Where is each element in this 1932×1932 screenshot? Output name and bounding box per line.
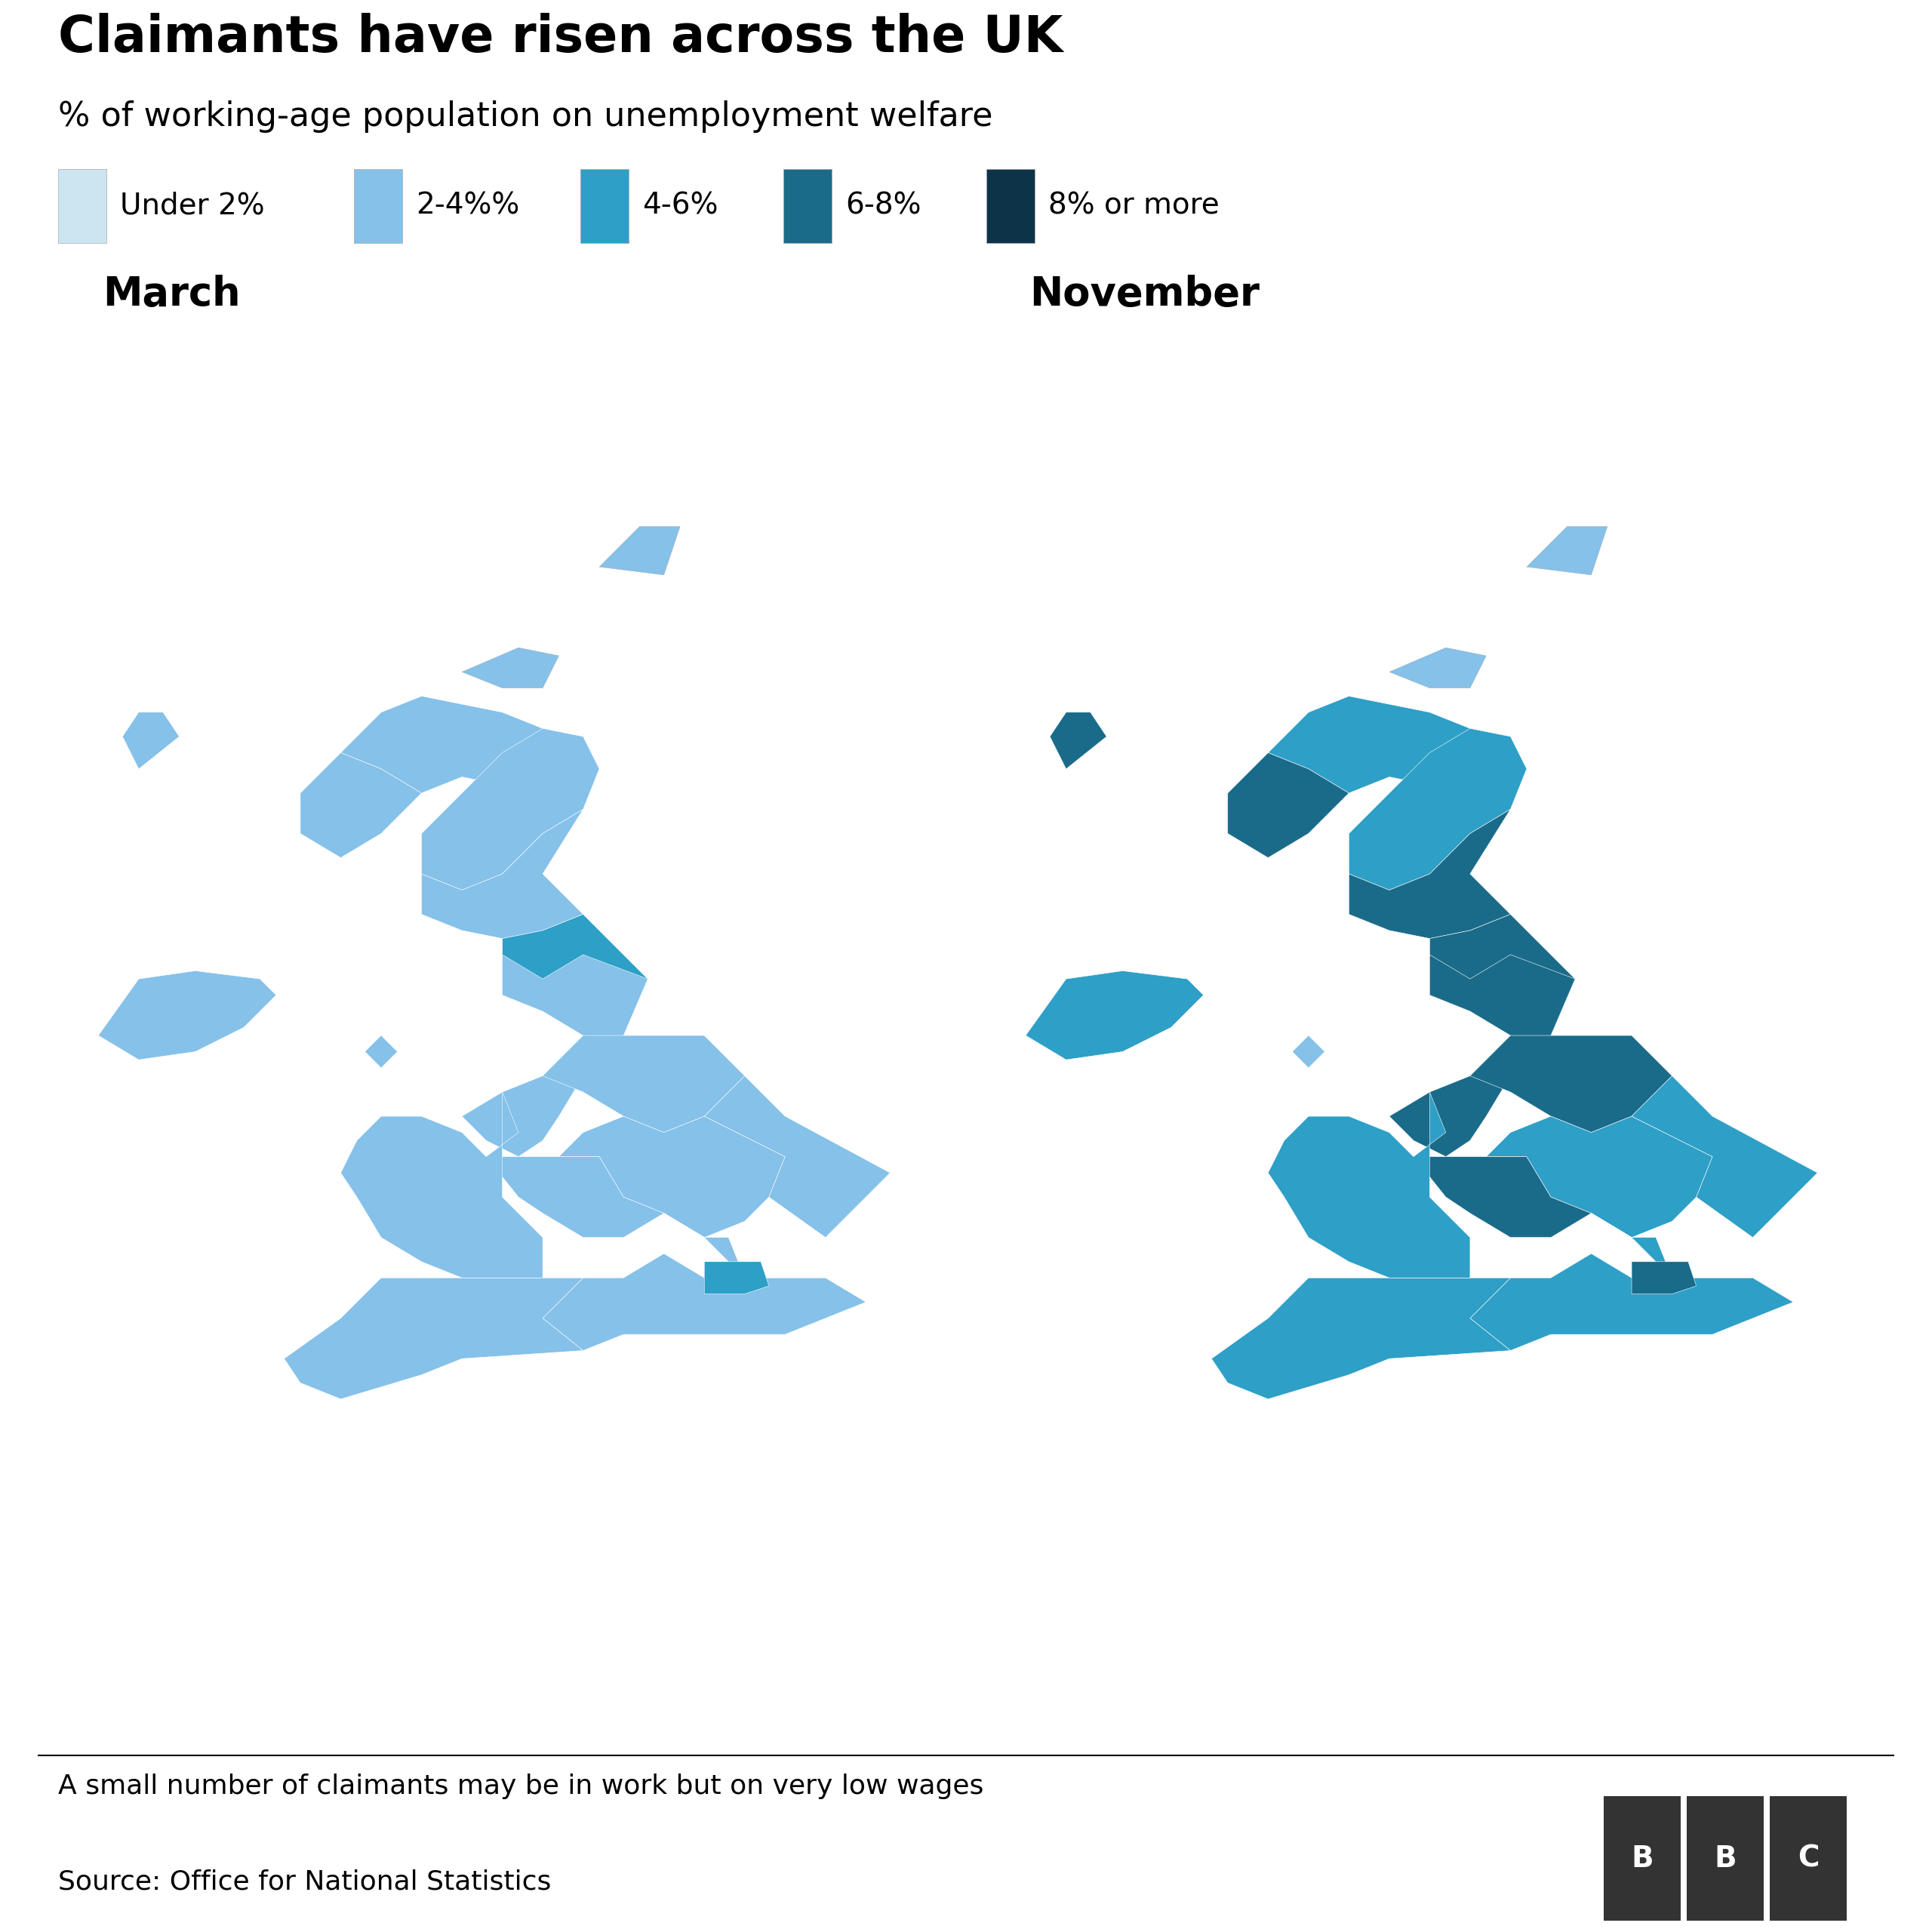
Text: 8% or more: 8% or more [1049, 191, 1219, 220]
Polygon shape [1470, 1036, 1671, 1132]
Polygon shape [502, 914, 647, 1036]
Polygon shape [1633, 1262, 1696, 1294]
Polygon shape [421, 728, 599, 891]
FancyBboxPatch shape [987, 168, 1036, 243]
Text: 6-8%: 6-8% [846, 191, 922, 220]
Polygon shape [1526, 527, 1607, 576]
Polygon shape [340, 696, 599, 794]
Polygon shape [543, 1213, 866, 1350]
Text: Under 2%: Under 2% [120, 191, 265, 220]
FancyBboxPatch shape [58, 168, 106, 243]
Polygon shape [1026, 972, 1204, 1061]
Text: C: C [1797, 1843, 1820, 1872]
Polygon shape [421, 810, 583, 939]
Bar [1770, 1797, 1847, 1920]
Polygon shape [1470, 1213, 1793, 1350]
Polygon shape [1414, 1157, 1592, 1238]
Polygon shape [1293, 1036, 1325, 1068]
Text: A small number of claimants may be in work but on very low wages: A small number of claimants may be in wo… [58, 1774, 983, 1799]
Text: Source: Office for National Statistics: Source: Office for National Statistics [58, 1868, 551, 1893]
Polygon shape [1211, 1277, 1511, 1399]
Polygon shape [1389, 647, 1486, 688]
Polygon shape [1633, 1076, 1818, 1238]
Polygon shape [340, 1092, 543, 1277]
Text: B: B [1714, 1843, 1737, 1872]
Polygon shape [1227, 753, 1349, 858]
FancyBboxPatch shape [580, 168, 628, 243]
Text: 2-4%%: 2-4%% [415, 191, 520, 220]
Text: March: March [102, 274, 240, 313]
Polygon shape [462, 647, 558, 688]
Polygon shape [599, 527, 680, 576]
Polygon shape [1267, 1092, 1470, 1277]
Polygon shape [1349, 728, 1526, 891]
Polygon shape [99, 972, 276, 1061]
Text: % of working-age population on unemployment welfare: % of working-age population on unemploym… [58, 100, 993, 133]
Polygon shape [365, 1036, 398, 1068]
Polygon shape [705, 1262, 769, 1294]
Polygon shape [1389, 954, 1575, 1157]
FancyBboxPatch shape [354, 168, 402, 243]
Text: Claimants have risen across the UK: Claimants have risen across the UK [58, 14, 1063, 64]
Polygon shape [558, 1117, 784, 1238]
Polygon shape [122, 713, 180, 769]
Polygon shape [462, 954, 647, 1157]
Text: November: November [1030, 274, 1260, 313]
FancyBboxPatch shape [784, 168, 833, 243]
Text: 4-6%: 4-6% [641, 191, 719, 220]
Polygon shape [487, 1157, 665, 1238]
Polygon shape [1430, 914, 1575, 1036]
Polygon shape [705, 1076, 891, 1238]
Polygon shape [299, 753, 421, 858]
Polygon shape [1267, 696, 1526, 794]
Polygon shape [1049, 713, 1107, 769]
Bar [1687, 1797, 1764, 1920]
Polygon shape [1486, 1117, 1712, 1238]
Polygon shape [284, 1277, 583, 1399]
Text: B: B [1631, 1843, 1654, 1872]
Polygon shape [1349, 810, 1511, 939]
Bar [1604, 1797, 1681, 1920]
Polygon shape [543, 1036, 744, 1132]
